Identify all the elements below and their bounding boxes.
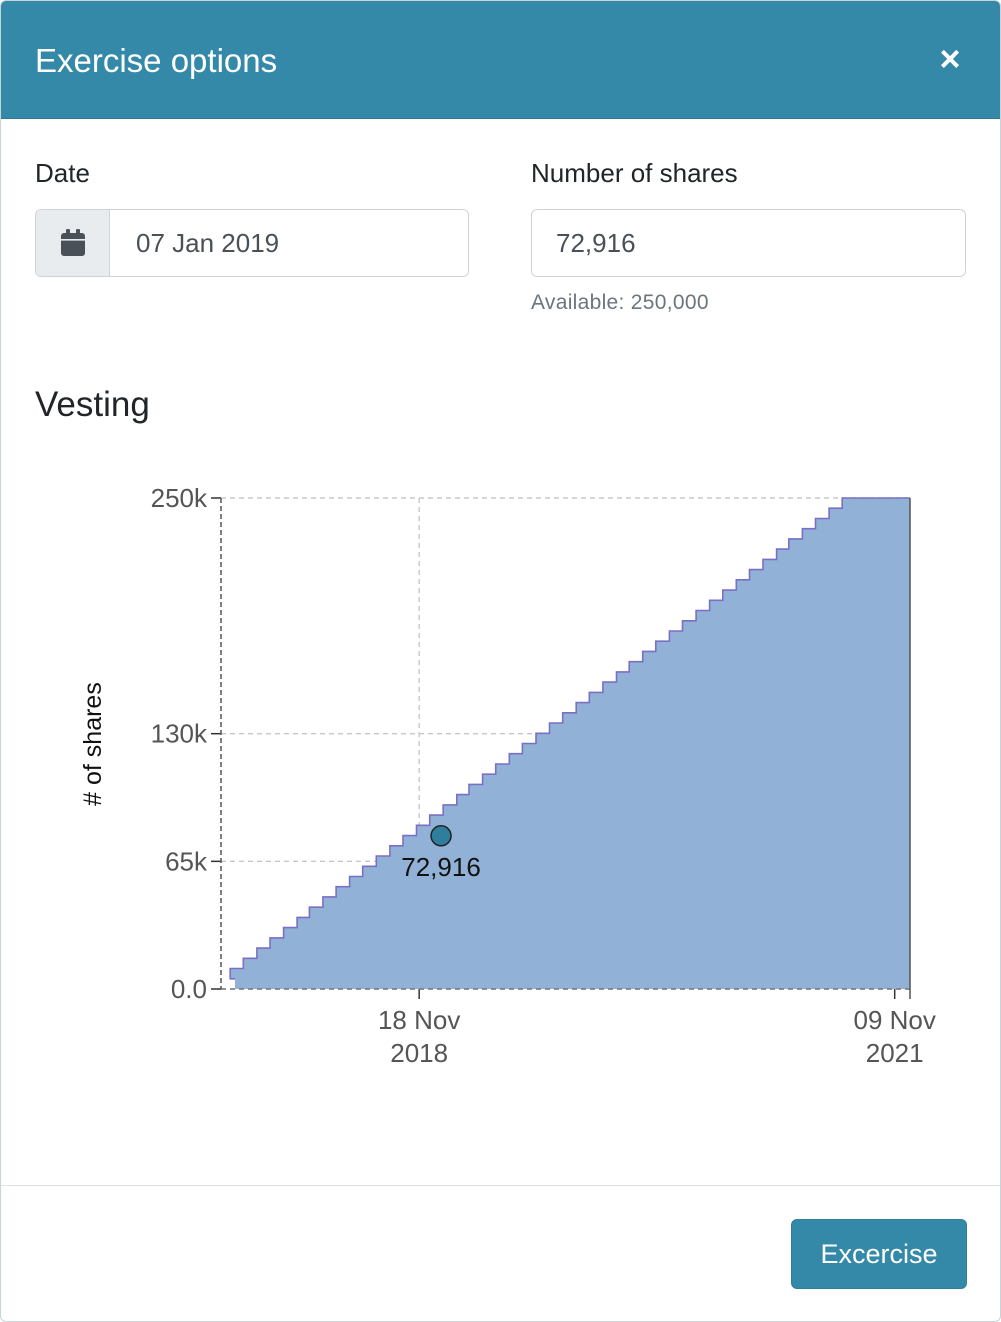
date-input-group[interactable]: 07 Jan 2019 bbox=[35, 209, 469, 277]
modal-header: Exercise options × bbox=[1, 1, 1000, 119]
vesting-step-line bbox=[229, 497, 910, 980]
x-tick-label-day: 09 Nov bbox=[853, 1005, 935, 1035]
chart-marker: 72,916 bbox=[401, 825, 481, 882]
vesting-area bbox=[230, 498, 910, 989]
footer-divider bbox=[1, 1185, 1000, 1186]
available-help-text: Available: 250,000 bbox=[531, 291, 709, 314]
x-tick-label-day: 18 Nov bbox=[378, 1005, 460, 1035]
marker-value-label: 72,916 bbox=[401, 852, 481, 882]
calendar-addon[interactable] bbox=[36, 210, 110, 276]
chart-axes bbox=[211, 497, 911, 999]
x-tick-label-year: 2021 bbox=[866, 1038, 924, 1068]
exercise-button[interactable]: Excercise bbox=[791, 1219, 967, 1289]
date-label: Date bbox=[35, 158, 90, 188]
x-tick-label-year: 2018 bbox=[390, 1038, 448, 1068]
chart-area bbox=[229, 497, 910, 989]
y-axis-label: # of shares bbox=[79, 682, 107, 806]
selection-marker bbox=[430, 825, 452, 847]
date-field[interactable]: 07 Jan 2019 bbox=[136, 228, 280, 258]
y-tick-label: 250k bbox=[151, 483, 208, 513]
y-tick-label: 0.0 bbox=[171, 974, 207, 1004]
shares-label: Number of shares bbox=[531, 158, 738, 188]
close-icon[interactable]: × bbox=[939, 38, 961, 79]
modal-title: Exercise options bbox=[35, 42, 278, 79]
calendar-icon bbox=[61, 229, 85, 256]
shares-field[interactable]: 72,916 bbox=[531, 209, 966, 277]
vesting-title: Vesting bbox=[35, 385, 150, 424]
y-tick-label: 65k bbox=[165, 846, 208, 876]
y-tick-label: 130k bbox=[151, 719, 208, 749]
